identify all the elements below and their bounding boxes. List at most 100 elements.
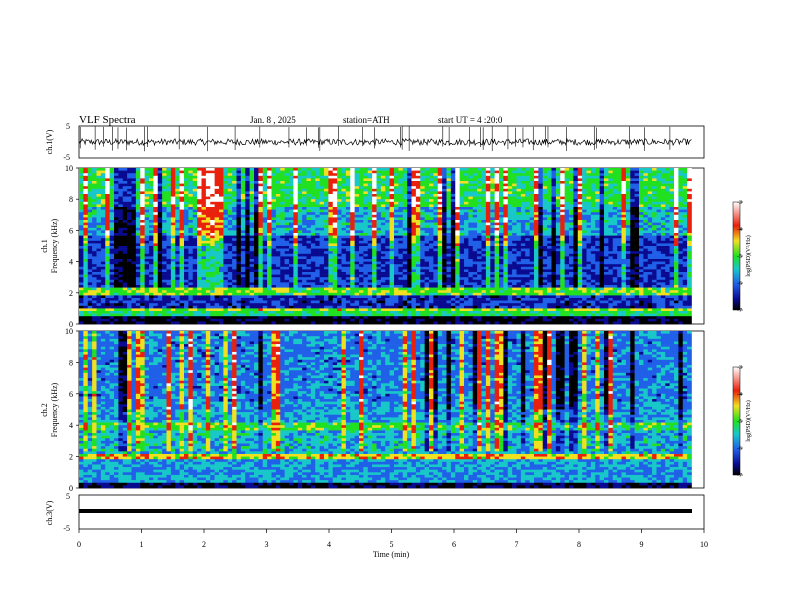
spectrogram-cell: [83, 227, 89, 231]
spectrogram-cell: [337, 233, 342, 236]
spectrogram-cell: [538, 256, 544, 260]
spectrogram-cell: [455, 220, 460, 223]
spectrogram-cell: [433, 194, 439, 197]
spectrogram-cell: [560, 225, 565, 229]
spectrogram-cell: [394, 230, 399, 234]
spectrogram-cell: [380, 199, 386, 203]
spectrogram-cell: [114, 194, 119, 197]
spectrogram-cell: [157, 220, 163, 223]
spectrogram-cell: [87, 186, 93, 190]
spectrogram-cell: [612, 181, 618, 184]
spectrogram-cell: [608, 168, 614, 171]
spectrogram-cell: [302, 227, 307, 231]
spectrogram-cell: [674, 233, 679, 236]
spectrogram-cell: [612, 214, 618, 218]
spectrogram-cell: [464, 204, 469, 208]
spectrogram-cell: [240, 175, 246, 179]
spectrogram-cell: [302, 188, 307, 192]
spectrogram-cell: [389, 186, 395, 190]
spectrogram-cell: [604, 186, 609, 190]
spectrogram-cell: [433, 214, 439, 218]
spectrogram-cell: [604, 222, 609, 226]
spectrogram-cell: [135, 238, 141, 242]
spectrogram-cell: [402, 181, 408, 184]
spectrogram-cell: [494, 209, 500, 213]
spectrogram-cell: [424, 222, 430, 226]
spectrogram-cell: [472, 175, 478, 179]
spectrogram-cell: [599, 168, 605, 171]
spectrogram-cell: [127, 207, 132, 210]
spectrogram-cell: [394, 251, 399, 255]
spectrogram-cell: [634, 235, 640, 239]
spectrogram-cell: [157, 235, 163, 239]
spectrogram-cell: [625, 196, 631, 200]
spectrogram-cell: [639, 178, 644, 182]
spectrogram-cell: [551, 209, 557, 213]
spectrogram-cell: [643, 240, 649, 244]
spectrogram-cell: [350, 233, 355, 236]
spectrogram-cell: [656, 183, 662, 187]
spectrogram-cell: [485, 196, 491, 200]
spectrogram-cell: [586, 175, 592, 179]
spectrogram-cell: [678, 233, 684, 236]
spectrogram-cell: [674, 188, 679, 192]
spectrogram-cell: [201, 235, 207, 239]
spectrogram-cell: [214, 222, 220, 226]
spectrogram-cell: [166, 173, 172, 177]
spectrogram-cell: [437, 256, 443, 260]
spectrogram-cell: [162, 256, 167, 260]
spectrogram-cell: [608, 183, 614, 187]
spectrogram-cell: [114, 217, 119, 221]
spectrogram-cell: [275, 248, 281, 252]
spectrogram-cell: [520, 225, 526, 229]
spectrogram-cell: [192, 183, 198, 187]
spectrogram-cell: [582, 178, 587, 182]
spectrogram-cell: [625, 188, 631, 192]
spectrogram-cell: [634, 253, 640, 257]
spectrogram-cell: [612, 199, 618, 203]
spectrogram-cell: [100, 188, 106, 192]
spectrogram-cell: [442, 238, 447, 242]
spectrogram-cell: [437, 214, 443, 218]
spectrogram-cell: [223, 225, 229, 229]
spectrogram-cell: [612, 227, 618, 231]
spectrogram-cell: [547, 220, 552, 223]
spectrogram-cell: [555, 175, 561, 179]
spectrogram-cell: [678, 181, 684, 184]
spectrogram-cell: [625, 212, 631, 216]
spectrogram-cell: [507, 225, 513, 229]
spectrogram-cell: [359, 220, 364, 223]
spectrogram-cell: [485, 188, 491, 192]
spectrogram-cell: [468, 235, 474, 239]
spectrogram-cell: [350, 170, 355, 174]
spectrogram-cell: [105, 238, 110, 242]
spectrogram-cell: [258, 199, 264, 203]
spectrogram-cell: [446, 235, 452, 239]
spectrogram-cell: [494, 201, 500, 205]
spectrogram-cell: [319, 222, 325, 226]
spectrogram-cell: [385, 217, 390, 221]
spectrogram-cell: [415, 233, 421, 236]
spectrogram-cell: [608, 173, 614, 177]
spectrogram-cell: [92, 243, 97, 247]
spectrogram-cell: [604, 256, 609, 260]
spectrogram-cell: [494, 246, 500, 249]
spectrogram-cell: [503, 235, 509, 239]
spectrogram-cell: [573, 207, 579, 210]
spectrogram-cell: [254, 240, 259, 244]
spectrogram-cell: [612, 246, 618, 249]
spectrogram-cell: [140, 178, 145, 182]
spectrogram-cell: [595, 217, 600, 221]
spectrogram-cell: [656, 214, 662, 218]
spectrogram-cell: [201, 227, 207, 231]
spectrogram-cell: [507, 248, 513, 252]
spectrogram-cell: [590, 212, 596, 216]
spectrogram-cell: [420, 253, 425, 257]
spectrogram-cell: [324, 212, 329, 216]
spectrogram-cell: [564, 196, 570, 200]
spectrogram-cell: [542, 194, 548, 197]
spectrogram-cell: [569, 194, 574, 197]
spectrogram-cell: [249, 181, 255, 184]
spectrogram-cell: [319, 238, 325, 242]
spectrogram-cell: [621, 253, 627, 257]
